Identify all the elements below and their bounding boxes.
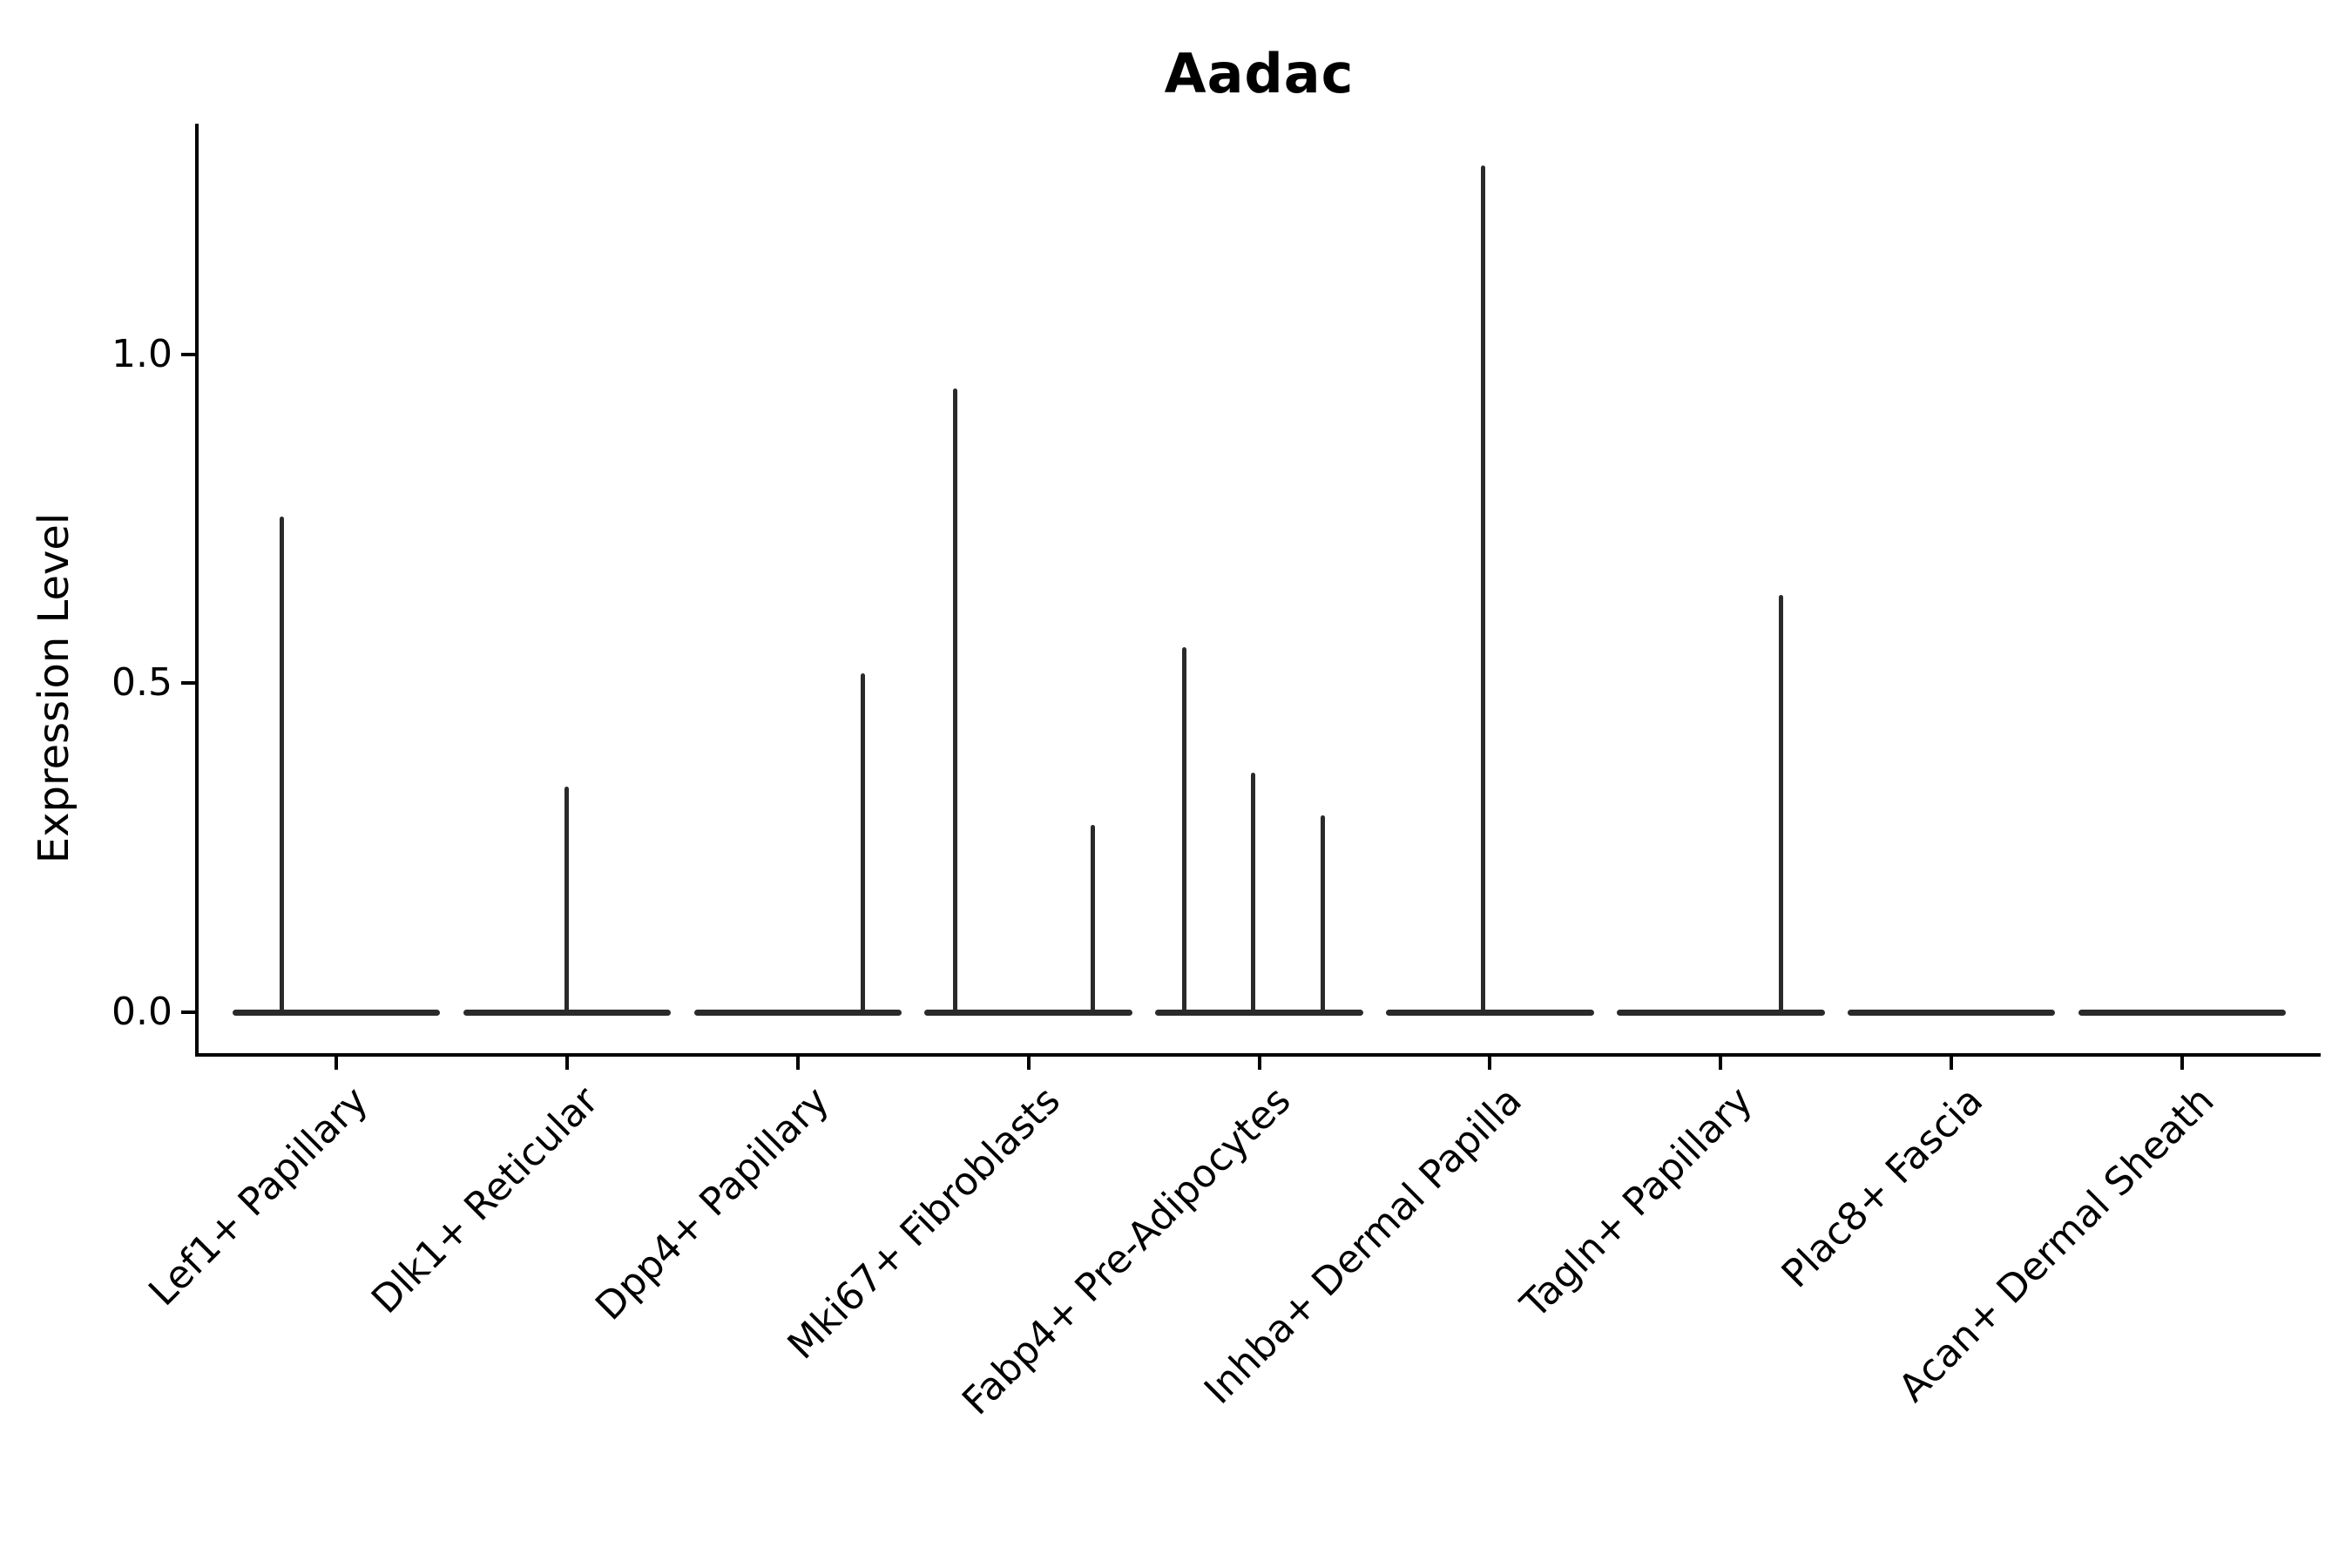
violin-spike [1778,595,1783,1016]
x-tick-mark [795,1057,800,1070]
x-tick-mark [1719,1057,1723,1070]
y-tick-label: 0.0 [112,990,172,1034]
violin-base [232,1009,441,1016]
violin-spike [952,389,957,1016]
violin-base [1848,1009,2056,1016]
violin-spike [1181,646,1186,1016]
violin-spike [1091,824,1096,1016]
violin-spike [861,673,866,1016]
x-tick-mark [1257,1057,1261,1070]
violin-spike [1321,815,1326,1016]
violin-base [693,1009,902,1016]
y-tick-label: 1.0 [112,331,172,376]
x-tick-mark [1950,1057,1954,1070]
violin-spike [1251,773,1256,1016]
violin-base [924,1009,1132,1016]
x-axis-spine [195,1053,2321,1057]
x-tick-mark [1488,1057,1492,1070]
x-category-label: Plac8+ Fascia [1773,1078,1992,1297]
y-tick-mark [181,352,198,356]
y-tick-mark [181,681,198,686]
y-axis-spine [195,124,199,1057]
x-tick-mark [564,1057,569,1070]
violin-base [1617,1009,1825,1016]
x-tick-mark [2180,1057,2185,1070]
x-category-label: Tagln+ Papillary [1511,1078,1761,1328]
violin-spike [1480,166,1485,1016]
x-category-label: Lef1+ Papillary [139,1078,376,1315]
violin-base [2078,1009,2287,1016]
chart-title: Aadac [1164,42,1355,105]
violin-base [1155,1009,1363,1016]
y-tick-label: 0.5 [112,660,172,706]
x-tick-mark [1026,1057,1031,1070]
violin-base [1386,1009,1594,1016]
x-category-label: Dpp4+ Papillary [587,1078,838,1329]
violin-spike [280,516,285,1016]
x-category-label: Dlk1+ Reticular [362,1078,607,1322]
x-tick-mark [334,1057,338,1070]
y-tick-mark [181,1010,198,1014]
violin-spike [564,786,570,1016]
